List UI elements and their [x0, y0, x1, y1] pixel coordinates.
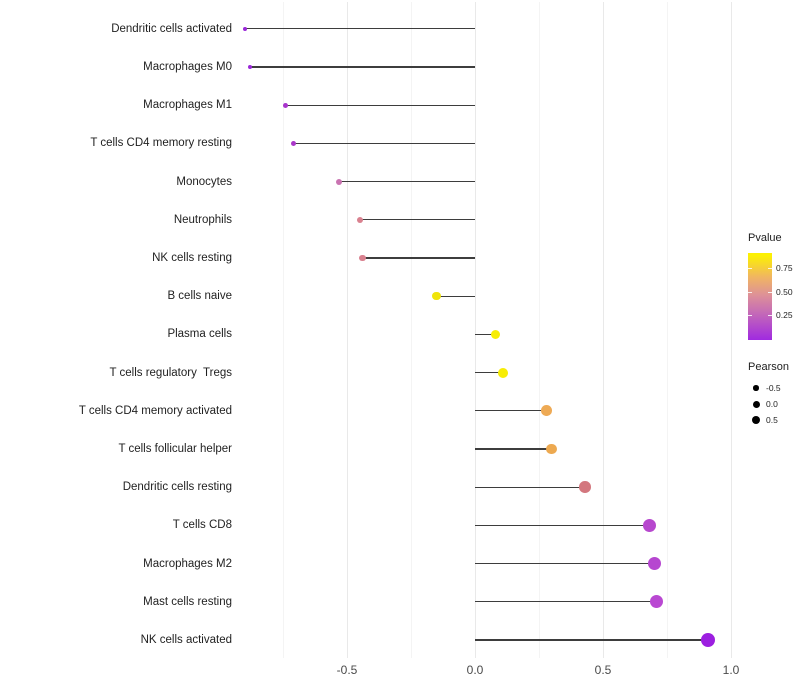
lollipop-dot [546, 443, 558, 455]
y-axis-label: T cells CD4 memory resting [90, 137, 232, 150]
lollipop-stem [475, 524, 650, 527]
lollipop-dot [498, 367, 509, 378]
pvalue-tickmark [768, 268, 772, 269]
pvalue-tickmark [768, 292, 772, 293]
legend-pearson-title: Pearson [748, 361, 789, 373]
x-axis-tick-label: 1.0 [722, 663, 740, 677]
lollipop-stem [475, 639, 708, 641]
pvalue-tickmark [768, 315, 772, 316]
lollipop-stem [475, 448, 552, 450]
gridline-major [730, 2, 732, 658]
pvalue-tick-label: 0.50 [776, 287, 793, 297]
lollipop-stem [359, 219, 475, 221]
pvalue-tickmark [748, 268, 752, 269]
pearson-size-label: -0.5 [766, 383, 781, 393]
lollipop-dot [290, 140, 296, 146]
y-axis-label: T cells CD8 [172, 519, 232, 532]
pvalue-tick-label: 0.75 [776, 263, 793, 273]
gridline-minor [538, 2, 540, 658]
pearson-size-label: 0.5 [766, 415, 778, 425]
lollipop-dot [432, 292, 441, 301]
pearson-size-dot [752, 400, 760, 408]
gridline-major [602, 2, 604, 658]
lollipop-dot [283, 102, 288, 108]
lollipop-stem [362, 257, 475, 259]
y-axis-label: Macrophages M0 [143, 61, 232, 73]
lollipop-stem [475, 410, 547, 412]
lollipop-stem [475, 486, 586, 488]
lollipop-stem [293, 142, 475, 145]
pvalue-tickmark [748, 315, 752, 316]
lollipop-dot [700, 632, 716, 648]
x-axis-tick-label: 0.5 [594, 663, 612, 677]
gridline-minor [282, 2, 284, 658]
lollipop-dot [247, 64, 252, 70]
y-axis-label: Macrophages M1 [143, 99, 232, 112]
y-axis-label: T cells follicular helper [118, 443, 232, 455]
lollipop-stem [475, 562, 655, 565]
lollipop-stem [436, 295, 475, 297]
gridline-minor [666, 2, 668, 658]
lollipop-dot [336, 178, 343, 185]
y-axis-label: Neutrophils [173, 213, 232, 226]
y-axis-label: Dendritic cells resting [122, 481, 232, 494]
pvalue-tick-label: 0.25 [776, 310, 793, 320]
pvalue-gradient-bar [748, 253, 772, 340]
gridline-minor [410, 2, 412, 658]
lollipop-dot [642, 518, 656, 532]
lollipop-dot [647, 556, 661, 571]
y-axis-label: NK cells activated [140, 634, 232, 646]
y-axis-label: Mast cells resting [143, 595, 232, 608]
lollipop-dot [490, 329, 501, 340]
pearson-size-dot [753, 385, 759, 391]
lollipop-stem [475, 601, 657, 603]
y-axis-label: Dendritic cells activated [111, 22, 232, 35]
lollipop-dot [356, 216, 364, 224]
y-axis-label: NK cells resting [152, 252, 232, 264]
y-axis-label: T cells regulatory Tregs [109, 366, 232, 379]
y-axis-label: B cells naive [167, 290, 232, 303]
lollipop-stem [339, 180, 475, 183]
pearson-size-dot [751, 415, 761, 425]
lollipop-stem [244, 28, 475, 30]
y-axis-label: Monocytes [176, 175, 232, 188]
lollipop-dot [242, 26, 247, 31]
y-axis-label: T cells CD4 memory activated [78, 404, 232, 417]
lollipop-stem [285, 104, 475, 106]
lollipop-stem [475, 371, 504, 374]
y-axis-label: Macrophages M2 [143, 557, 232, 570]
lollipop-dot [579, 481, 591, 494]
lollipop-dot [359, 254, 366, 262]
x-axis-tick-label: -0.5 [336, 663, 358, 677]
gridline-major [346, 2, 348, 658]
gridline-major [474, 2, 476, 658]
legend-pvalue-title: Pvalue [748, 232, 782, 244]
lollipop-stem [249, 66, 475, 68]
pearson-size-label: 0.0 [766, 399, 778, 409]
pvalue-tickmark [748, 292, 752, 293]
lollipop-dot [541, 405, 553, 417]
lollipop-stem [475, 333, 496, 336]
lollipop-dot [650, 595, 664, 609]
y-axis-label: Plasma cells [167, 328, 232, 341]
x-axis-tick-label: 0.0 [466, 663, 484, 677]
